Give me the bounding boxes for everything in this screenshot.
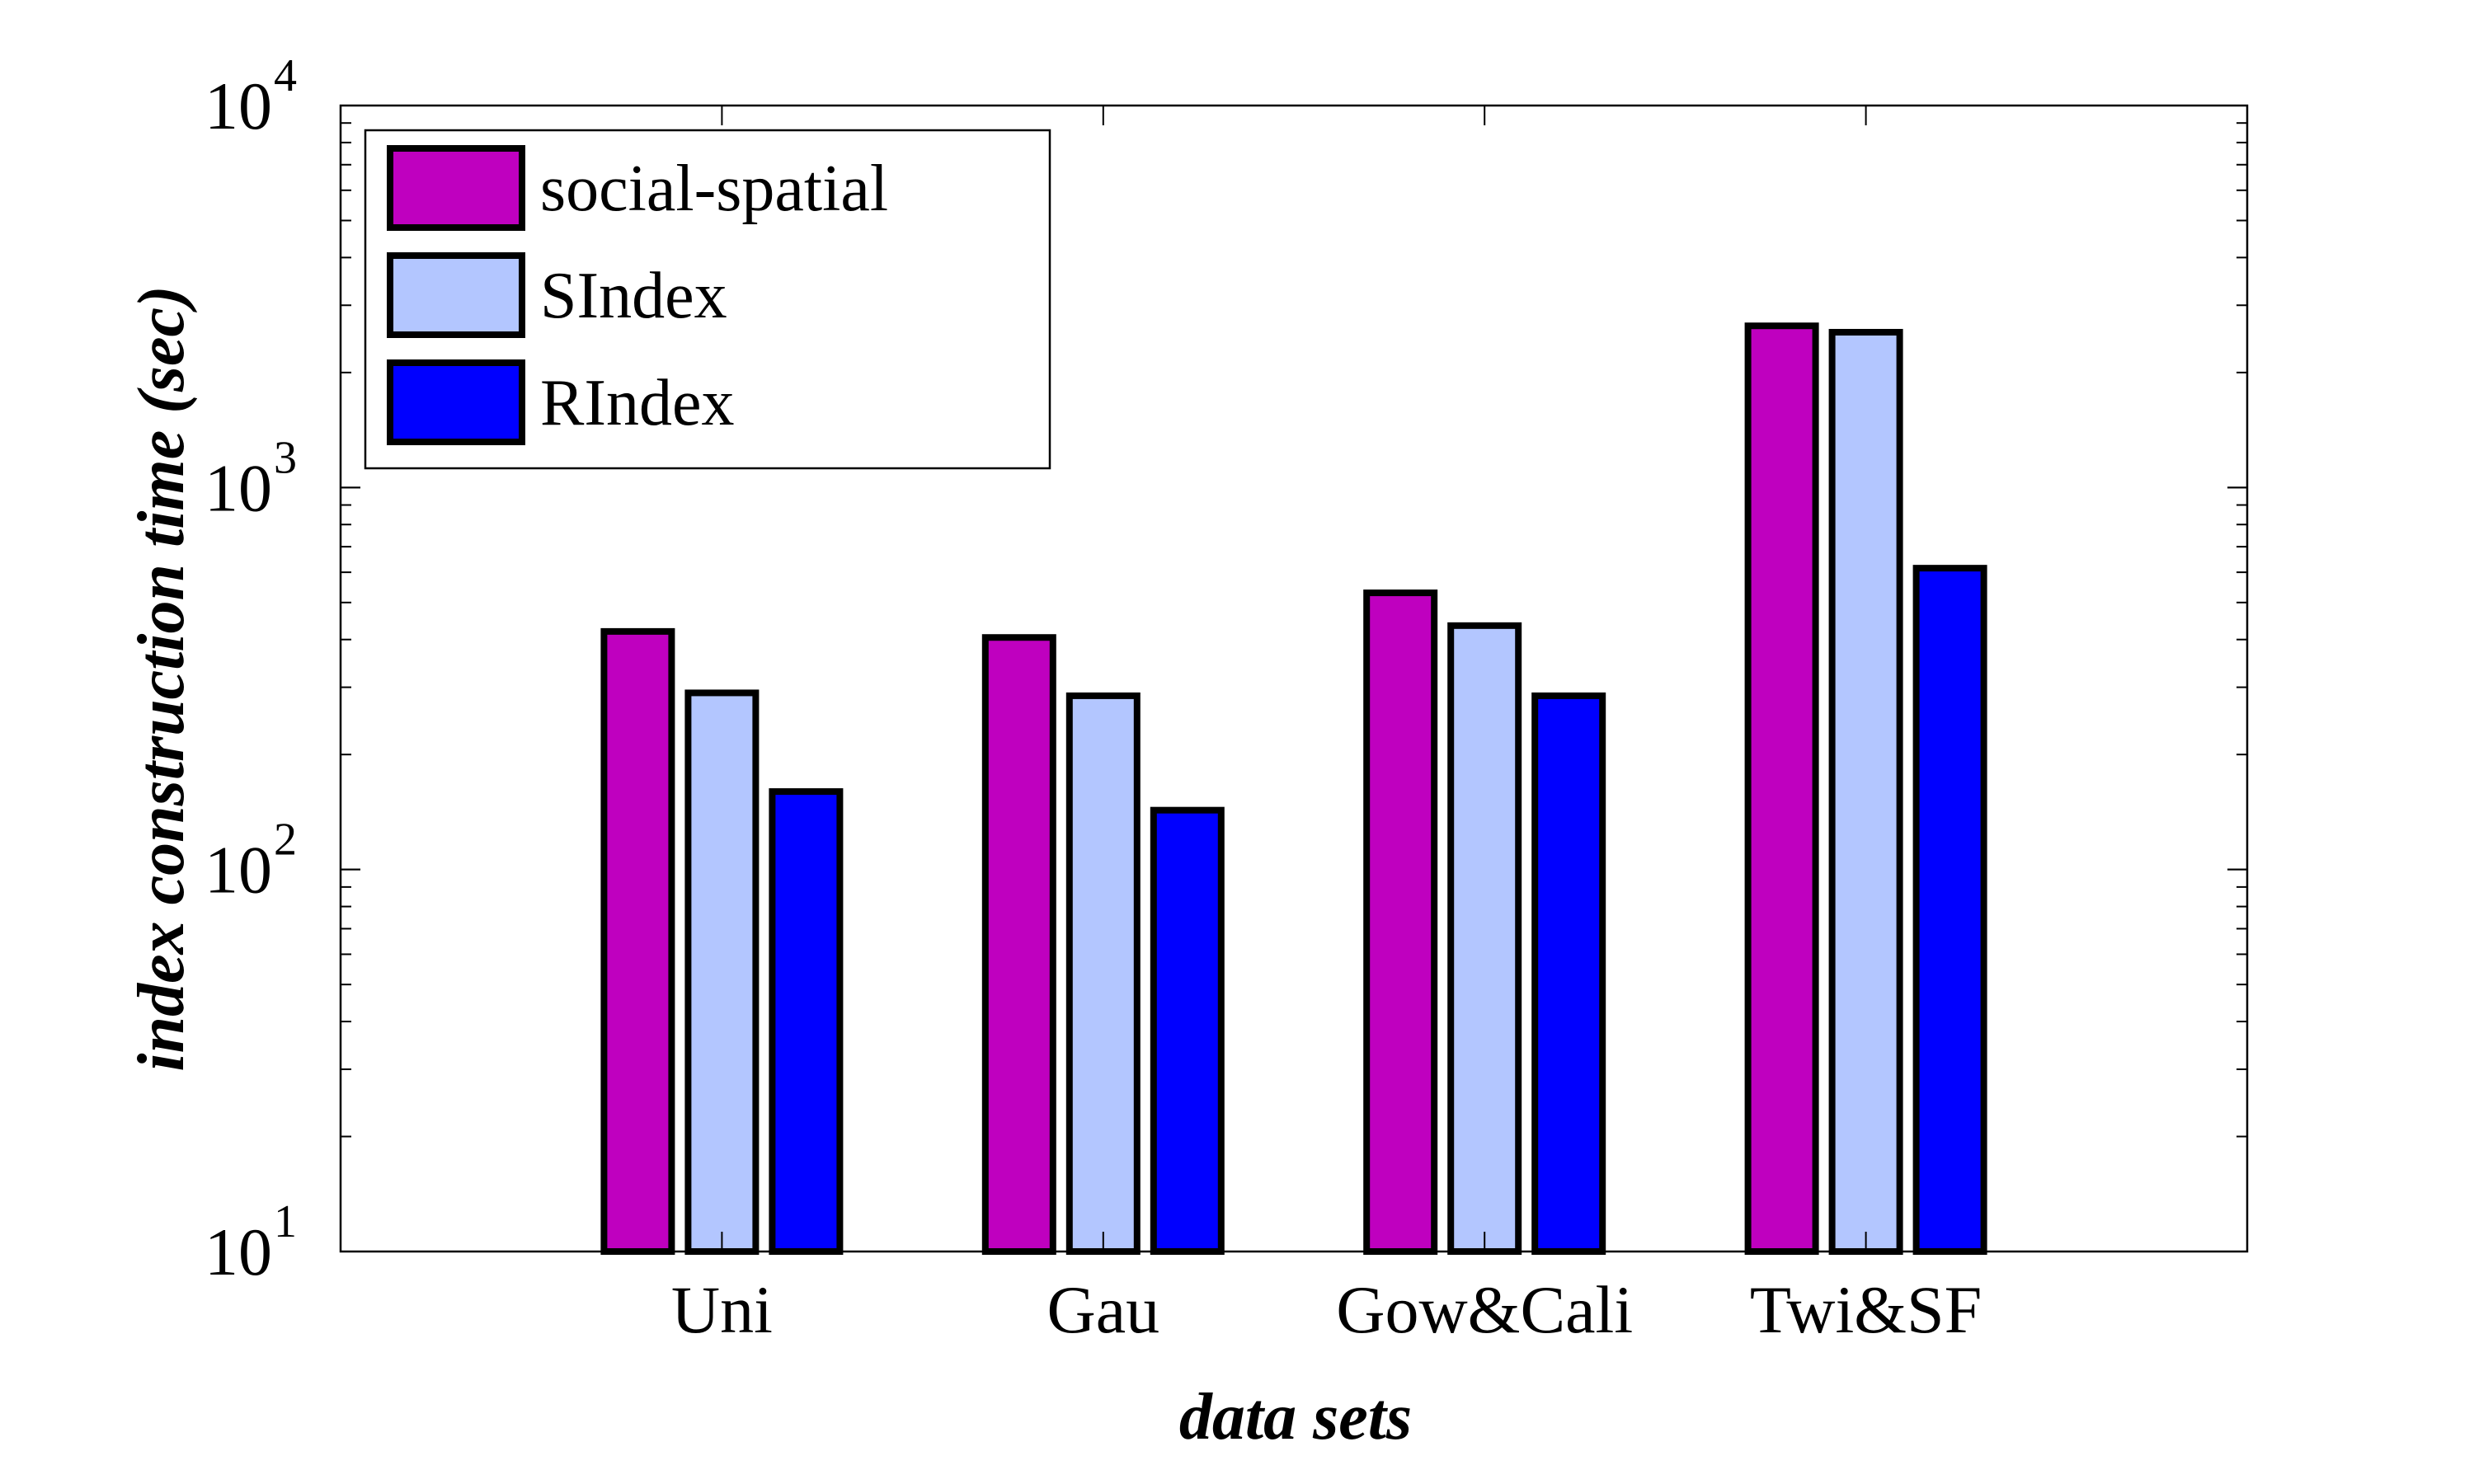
bar-social-spatial-gow-cali (1363, 589, 1438, 1255)
y-tick-label: 10 (205, 450, 272, 525)
y-tick-label-exponent: 4 (274, 50, 297, 101)
legend-label: social-spatial (540, 153, 888, 225)
y-tick-label: 10 (205, 1214, 272, 1289)
bar-social-spatial-twi-sf (1744, 322, 1819, 1256)
bar-rindex-uni (769, 788, 844, 1255)
bar-rindex-twi-sf (1912, 565, 1987, 1255)
bar-social-spatial-uni (600, 627, 675, 1255)
legend-swatch (387, 252, 525, 338)
bar-sindex-twi-sf (1828, 328, 1903, 1255)
y-tick-label: 10 (205, 68, 272, 143)
bar-rindex-gow-cali (1531, 692, 1606, 1255)
legend-swatch (387, 145, 525, 231)
x-axis-title: data sets (1179, 1381, 1412, 1453)
legend-label: SIndex (540, 260, 727, 332)
bar-sindex-uni (684, 689, 760, 1255)
x-tick-label: Gow&Cali (1336, 1272, 1633, 1347)
legend-swatch (387, 359, 525, 445)
legend: social-spatial SIndex RIndex (364, 129, 1051, 470)
bars (600, 322, 1987, 1256)
x-tick-label: Twi&SF (1750, 1272, 1982, 1347)
bar-social-spatial-gau (981, 634, 1056, 1255)
x-tick-label: Gau (1047, 1272, 1159, 1347)
x-ticks: Uni Gau Gow&Cali Twi&SF (671, 106, 1982, 1347)
y-tick-label-exponent: 3 (274, 432, 297, 483)
bar-rindex-gau (1150, 806, 1225, 1255)
y-axis-title: index construction time (sec) (125, 285, 198, 1071)
x-tick-label: Uni (671, 1272, 773, 1347)
y-tick-label: 10 (205, 833, 272, 908)
y-tick-label-exponent: 2 (274, 815, 297, 866)
minor-ticks (341, 105, 2247, 1252)
bar-sindex-gow-cali (1447, 622, 1522, 1255)
y-tick-label-exponent: 1 (274, 1196, 297, 1247)
legend-label: RIndex (540, 367, 735, 439)
bar-sindex-gau (1065, 692, 1141, 1255)
